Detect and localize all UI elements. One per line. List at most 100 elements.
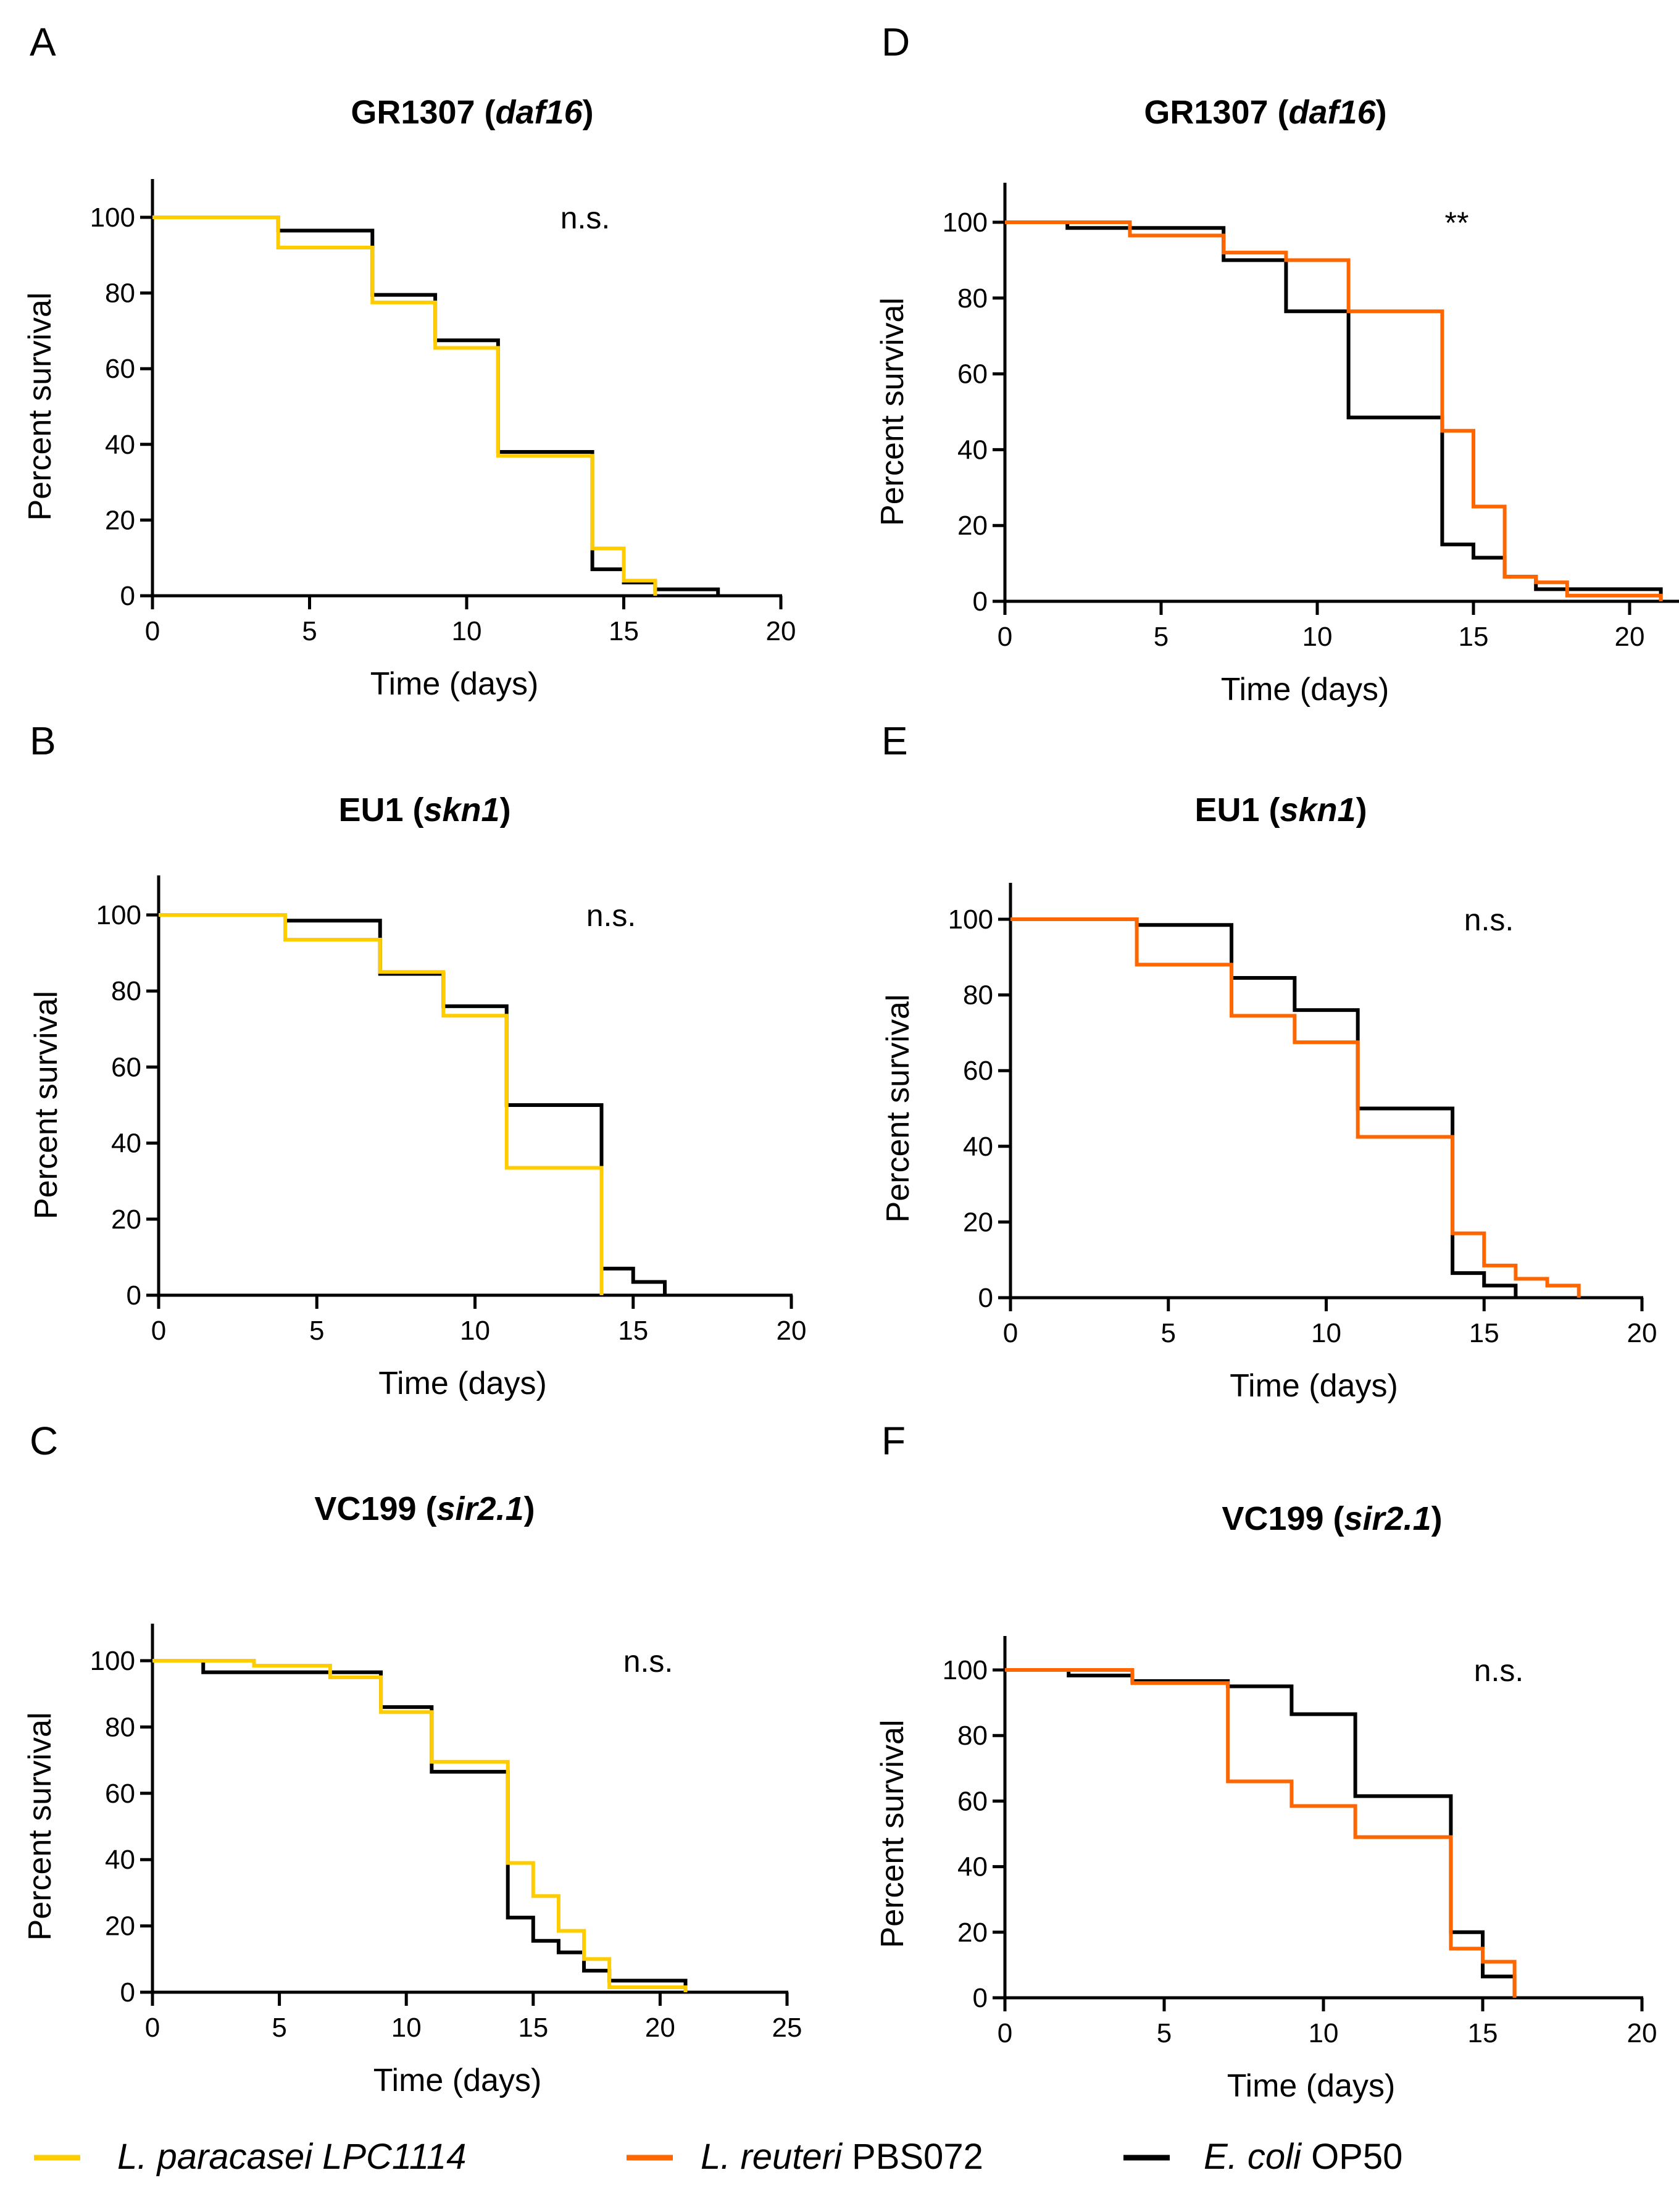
panel-letter: D xyxy=(881,20,910,64)
title-gene: skn1 xyxy=(423,791,499,828)
panel-letter: A xyxy=(30,20,56,64)
y-tick-label: 40 xyxy=(957,435,988,465)
x-tick-label: 20 xyxy=(766,616,796,646)
y-tick-label: 40 xyxy=(105,1845,135,1875)
x-tick-label: 0 xyxy=(145,2013,160,2043)
y-tick-label: 100 xyxy=(90,202,135,233)
title-strain: GR1307 ( xyxy=(1144,94,1288,131)
title-close: ) xyxy=(524,1490,535,1527)
y-tick-label: 80 xyxy=(957,1721,988,1751)
y-tick-label: 100 xyxy=(96,900,141,930)
y-tick-label: 0 xyxy=(120,1977,135,2008)
y-tick-label: 20 xyxy=(105,505,135,535)
x-axis-label: Time (days) xyxy=(370,666,539,702)
y-tick-label: 0 xyxy=(973,586,988,617)
y-tick-label: 60 xyxy=(105,1779,135,1809)
x-tick-label: 15 xyxy=(618,1316,648,1346)
significance-annotation: n.s. xyxy=(1474,1653,1524,1688)
survival-curve-l-reuteri-pbs072 xyxy=(1010,917,1581,1298)
x-tick-label: 5 xyxy=(1157,2018,1172,2048)
panel-title: VC199 (sir2.1) xyxy=(314,1490,535,1527)
legend: L. paracasei LPC1114 L. reuteri PBS072 E. … xyxy=(34,2137,1402,2177)
significance-annotation: ** xyxy=(1445,206,1469,240)
x-tick-label: 20 xyxy=(1627,1318,1657,1348)
y-tick-label: 100 xyxy=(943,1655,988,1685)
panel-e: E EU1 (skn1) 0 20 40 60 80 100 0 5 10 15 20 Time (day… xyxy=(880,719,1657,1404)
survival-curve-l-reuteri-pbs072 xyxy=(1005,220,1663,601)
legend-label: L. paracasei LPC1114 xyxy=(117,2137,466,2177)
y-tick-label: 80 xyxy=(963,980,993,1011)
panel-title: EU1 (skn1) xyxy=(338,791,510,828)
y-tick-label: 60 xyxy=(111,1052,141,1082)
y-tick-label: 80 xyxy=(111,976,141,1006)
title-strain: EU1 ( xyxy=(338,791,423,828)
x-tick-label: 0 xyxy=(998,2018,1012,2048)
y-tick-label: 80 xyxy=(957,283,988,314)
panel-title: GR1307 (daf16) xyxy=(1144,94,1386,131)
survival-curve-l-reuteri-pbs072 xyxy=(1005,1668,1517,1998)
x-tick-label: 10 xyxy=(391,2013,422,2043)
y-tick-label: 20 xyxy=(957,1918,988,1948)
survival-curve-l-paracasei-lpc1114 xyxy=(152,1659,688,1992)
x-tick-label: 10 xyxy=(1309,2018,1339,2048)
panel-d: D GR1307 (daf16) 0 20 40 60 80 100 0 5 10 15 20 Time … xyxy=(875,20,1679,707)
legend-item: E. coli OP50 xyxy=(1123,2137,1402,2177)
y-tick-label: 60 xyxy=(957,359,988,390)
y-tick-label: 60 xyxy=(963,1056,993,1086)
x-axis-label: Time (days) xyxy=(373,2063,542,2098)
x-tick-label: 0 xyxy=(145,616,160,646)
y-tick-label: 0 xyxy=(978,1283,993,1313)
title-close: ) xyxy=(1356,791,1367,828)
x-tick-label: 15 xyxy=(1469,1318,1499,1348)
x-tick-label: 15 xyxy=(1468,2018,1498,2048)
x-tick-label: 15 xyxy=(518,2013,548,2043)
panel-c: C VC199 (sir2.1) 0 20 40 60 80 100 0 5 10 15 20 25 Tim… xyxy=(22,1419,802,2098)
survival-curve-e-coli-op50 xyxy=(1005,220,1663,601)
title-gene: sir2.1 xyxy=(1344,1500,1431,1537)
survival-curve-l-paracasei-lpc1114 xyxy=(152,215,657,596)
y-axis-label: Percent survival xyxy=(875,298,910,526)
y-tick-label: 20 xyxy=(105,1911,135,1942)
y-tick-label: 20 xyxy=(111,1204,141,1235)
survival-curve-e-coli-op50 xyxy=(159,913,667,1295)
x-tick-label: 0 xyxy=(1003,1318,1018,1348)
y-tick-label: 40 xyxy=(105,430,135,460)
title-close: ) xyxy=(500,791,511,828)
survival-curve-e-coli-op50 xyxy=(1005,1668,1517,1998)
x-tick-label: 5 xyxy=(302,616,317,646)
y-axis-label: Percent survival xyxy=(22,1713,58,1941)
x-tick-label: 20 xyxy=(1615,622,1645,652)
title-strain: EU1 ( xyxy=(1194,791,1280,828)
significance-annotation: n.s. xyxy=(1464,903,1514,937)
x-axis-label: Time (days) xyxy=(1230,1368,1398,1404)
x-tick-label: 20 xyxy=(777,1316,807,1346)
panel-b: B EU1 (skn1) 0 20 40 60 80 100 0 5 10 15 20 Time (day… xyxy=(28,719,806,1401)
y-axis-label: Percent survival xyxy=(880,995,916,1223)
panel-letter: F xyxy=(881,1419,906,1463)
legend-item: L. paracasei LPC1114 xyxy=(34,2137,466,2177)
panel-a: A GR1307 (daf16) 0 20 40 60 80 100 0 5 10 15 20 Time … xyxy=(22,20,796,702)
survival-curve-l-paracasei-lpc1114 xyxy=(159,913,604,1295)
survival-curve-e-coli-op50 xyxy=(152,215,720,596)
y-tick-label: 80 xyxy=(105,1712,135,1742)
title-gene: daf16 xyxy=(496,94,583,131)
significance-annotation: n.s. xyxy=(623,1644,673,1679)
x-tick-label: 5 xyxy=(272,2013,286,2043)
y-tick-label: 60 xyxy=(957,1786,988,1816)
y-tick-label: 100 xyxy=(948,904,993,935)
x-tick-label: 25 xyxy=(772,2013,802,2043)
y-tick-label: 100 xyxy=(943,207,988,238)
significance-annotation: n.s. xyxy=(560,201,610,235)
y-axis-label: Percent survival xyxy=(28,991,64,1219)
x-tick-label: 15 xyxy=(609,616,639,646)
x-tick-label: 5 xyxy=(1154,622,1169,652)
y-tick-label: 0 xyxy=(120,581,135,611)
y-axis-label: Percent survival xyxy=(22,293,58,521)
x-tick-label: 10 xyxy=(1302,622,1333,652)
title-close: ) xyxy=(1376,94,1387,131)
y-tick-label: 0 xyxy=(973,1983,988,2013)
y-tick-label: 40 xyxy=(957,1852,988,1882)
x-tick-label: 0 xyxy=(998,622,1012,652)
